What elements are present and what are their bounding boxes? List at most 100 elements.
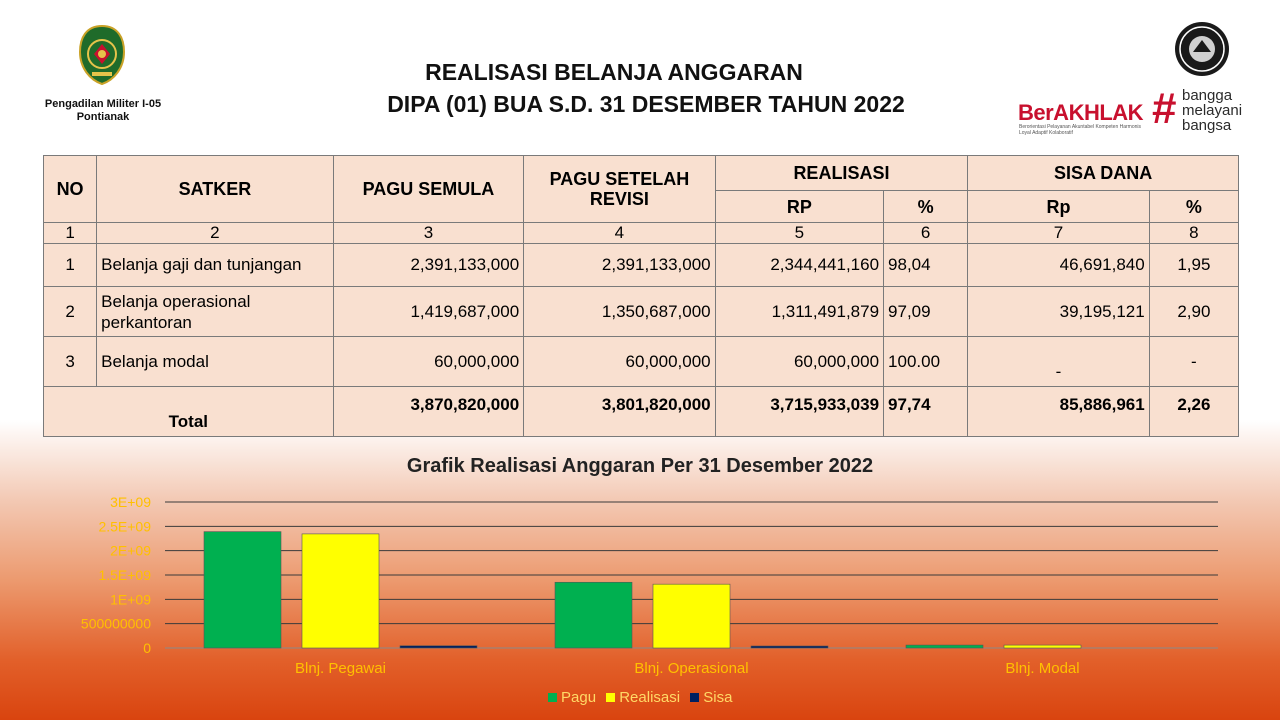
total-pagu-revisi: 3,801,820,000	[523, 386, 716, 437]
row-sisa-rp: 39,195,121	[967, 286, 1150, 337]
column-number: 5	[714, 222, 885, 244]
header-sisa-dana: SISA DANA	[967, 155, 1239, 191]
bar	[301, 533, 380, 649]
brand-name: BerAKHLAK	[1018, 100, 1144, 125]
y-tick-label: 0	[143, 640, 151, 656]
row-pagu-revisi: 1,350,687,000	[523, 286, 716, 337]
page-title-line2: DIPA (01) BUA S.D. 31 DESEMBER TAHUN 202…	[387, 91, 905, 117]
brand-slogan-word: melayani	[1182, 102, 1243, 119]
bar	[905, 644, 984, 649]
header-satker: SATKER	[96, 155, 334, 223]
y-tick-label: 500000000	[81, 616, 151, 632]
y-tick-label: 3E+09	[110, 494, 151, 510]
column-number: 2	[96, 222, 334, 244]
legend-label: Realisasi	[619, 689, 681, 706]
row-pagu-semula: 2,391,133,000	[332, 243, 525, 287]
legend-swatch	[606, 693, 616, 702]
organization-name-line2: Pontianak	[76, 111, 130, 123]
x-tick-label: Blnj. Modal	[1005, 660, 1079, 677]
header-sisa-pct: %	[1148, 190, 1240, 223]
total-label: Total	[43, 386, 334, 437]
row-sisa-pct: 2,90	[1148, 286, 1240, 337]
berakhlak-brand: BerAKHLAK Berorientasi Pelayanan Akuntab…	[1016, 86, 1252, 138]
header-realisasi-rp: RP	[714, 190, 885, 223]
legend-label: Pagu	[561, 689, 597, 706]
table-row: 3 Belanja modal 60,000,000 60,000,000 60…	[42, 336, 1240, 387]
header-realisasi-pct: %	[883, 190, 969, 223]
row-pagu-revisi: 2,391,133,000	[523, 243, 716, 287]
bar	[652, 583, 731, 649]
header-pagu-semula: PAGU SEMULA	[332, 155, 525, 223]
brand-slogan-word: bangga	[1182, 87, 1233, 104]
bar	[203, 531, 282, 649]
organization-name-line1: Pengadilan Militer I-05	[44, 98, 162, 110]
legend-swatch	[690, 693, 700, 702]
budget-table: NO SATKER PAGU SEMULA PAGU SETELAH REVIS…	[42, 155, 1240, 437]
column-number: 7	[967, 222, 1150, 244]
x-tick-label: Blnj. Operasional	[634, 660, 748, 677]
row-realisasi-pct: 98,04	[883, 243, 969, 287]
row-sisa-rp: 46,691,840	[967, 243, 1150, 287]
total-sisa-pct: 2,26	[1148, 386, 1240, 437]
row-pagu-semula: 1,419,687,000	[332, 286, 525, 337]
row-satker: Belanja operasional perkantoran	[96, 286, 334, 337]
total-realisasi-pct: 97,74	[883, 386, 969, 437]
legend-item-pagu: Pagu	[548, 689, 596, 706]
row-realisasi-rp: 60,000,000	[714, 336, 885, 387]
bar	[1003, 644, 1082, 649]
row-realisasi-pct: 100.00	[883, 336, 969, 387]
chart-legend: Pagu Realisasi Sisa	[548, 689, 738, 706]
bar	[750, 645, 829, 649]
legend-item-sisa: Sisa	[690, 689, 732, 706]
row-no: 3	[42, 336, 98, 387]
y-tick-label: 1E+09	[110, 591, 151, 607]
organization-name: Pengadilan Militer I-05 Pontianak	[20, 98, 186, 124]
brand-tagline: Berorientasi Pelayanan Akuntabel Kompete…	[1019, 124, 1142, 136]
column-number: 6	[883, 222, 969, 244]
hash-icon: #	[1152, 84, 1177, 133]
bar	[399, 645, 478, 649]
column-number: 8	[1148, 222, 1240, 244]
legend-swatch	[548, 693, 557, 702]
table-row: 1 Belanja gaji dan tunjangan 2,391,133,0…	[42, 243, 1240, 287]
budget-chart: 0 500000000 1E+09 1.5E+09 2E+09 2.5E+09 3E+09 B…	[81, 494, 1218, 677]
column-number-row: 1 2 3 4 5 6 7 8	[42, 222, 1240, 244]
column-number: 3	[332, 222, 525, 244]
column-number: 4	[523, 222, 716, 244]
y-tick-label: 1.5E+09	[98, 567, 151, 583]
total-realisasi-rp: 3,715,933,039	[714, 386, 885, 437]
header-no: NO	[42, 155, 98, 223]
row-pagu-semula: 60,000,000	[332, 336, 525, 387]
total-pagu-semula: 3,870,820,000	[332, 386, 525, 437]
row-no: 1	[42, 243, 98, 287]
row-satker: Belanja modal	[96, 336, 334, 387]
table-row: 2 Belanja operasional perkantoran 1,419,…	[42, 286, 1240, 337]
y-tick-label: 2E+09	[110, 543, 151, 559]
row-realisasi-rp: 2,344,441,160	[714, 243, 885, 287]
ministry-emblem-icon	[1175, 22, 1229, 76]
row-no: 2	[42, 286, 98, 337]
row-satker: Belanja gaji dan tunjangan	[96, 243, 334, 287]
total-row: Total 3,870,820,000 3,801,820,000 3,715,…	[43, 386, 1240, 437]
row-sisa-pct: 1,95	[1148, 243, 1240, 287]
header-sisa-rp: Rp	[967, 190, 1150, 223]
row-sisa-rp: -	[967, 336, 1150, 387]
subheader-row: RP % Rp %	[44, 190, 1240, 223]
page-title: REALISASI BELANJA ANGGARAN DIPA (01) BUA…	[300, 56, 960, 120]
row-sisa-pct: -	[1148, 336, 1240, 387]
bar	[554, 581, 633, 649]
legend-item-realisasi: Realisasi	[606, 689, 680, 706]
y-tick-label: 2.5E+09	[98, 518, 151, 534]
brand-slogan-word: bangsa	[1182, 117, 1232, 134]
header-row: NO SATKER PAGU SEMULA PAGU SETELAH REVIS…	[42, 155, 1239, 223]
row-realisasi-pct: 97,09	[883, 286, 969, 337]
row-pagu-revisi: 60,000,000	[523, 336, 716, 387]
total-sisa-rp: 85,886,961	[967, 386, 1150, 437]
brand-slogan: bangga melayani bangsa	[1182, 88, 1242, 133]
chart-title: Grafik Realisasi Anggaran Per 31 Desembe…	[406, 455, 874, 477]
court-logo-icon	[78, 24, 126, 86]
header-pagu-revisi: PAGU SETELAH REVISI	[523, 155, 716, 223]
column-number: 1	[42, 222, 98, 244]
header-realisasi: REALISASI	[714, 155, 969, 191]
